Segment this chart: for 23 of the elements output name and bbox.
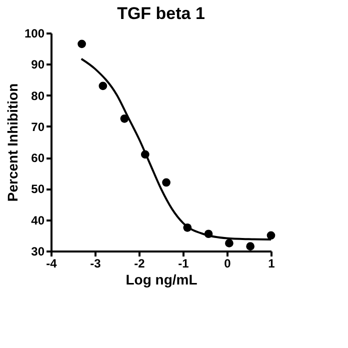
y-tick-label: 50 — [31, 182, 45, 196]
point — [98, 82, 108, 90]
y-tick-label: 30 — [31, 244, 45, 258]
x-tick-label: 1 — [268, 256, 276, 270]
point — [246, 242, 255, 251]
point — [225, 239, 234, 248]
point — [162, 178, 170, 187]
y-tick-label: 80 — [31, 88, 45, 103]
x-tick-label: -1 — [178, 256, 190, 270]
y-tick-label: 100 — [24, 26, 45, 40]
point — [266, 231, 276, 240]
y-tick-label: 40 — [31, 213, 45, 228]
x-tick-label: -2 — [134, 256, 146, 270]
x-tick-label: 0 — [224, 256, 232, 270]
y-tick-label: 70 — [31, 120, 45, 134]
chart-title: TGF beta 1 — [117, 4, 205, 23]
y-tick-label: 90 — [31, 58, 45, 72]
x-tick-label: -4 — [46, 256, 58, 270]
y-axis-title: Percent Inhibition — [4, 83, 20, 202]
point — [78, 40, 86, 48]
x-axis-title: Log ng/mL — [126, 272, 198, 288]
x-tick-label: -3 — [90, 256, 102, 270]
y-tick-label: 60 — [31, 151, 45, 166]
